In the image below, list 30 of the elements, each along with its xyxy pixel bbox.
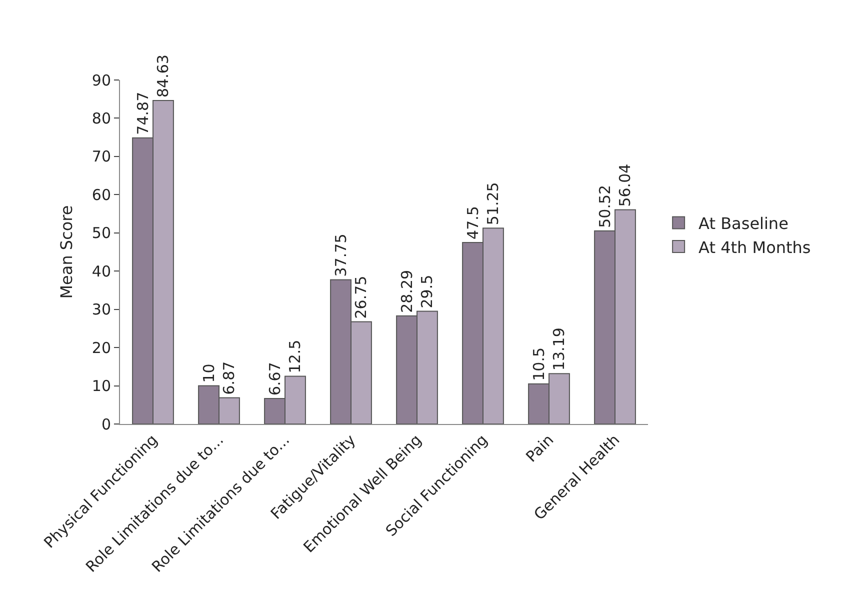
data-label: 84.63 — [154, 54, 172, 98]
data-label: 29.5 — [418, 274, 436, 308]
data-label: 37.75 — [332, 234, 350, 277]
y-tick-label: 60 — [92, 186, 111, 204]
y-tick-label: 30 — [92, 300, 111, 319]
data-label: 6.67 — [266, 362, 284, 396]
data-label: 50.52 — [596, 184, 614, 228]
data-label: 10.5 — [530, 347, 548, 381]
y-tick-label: 40 — [92, 262, 111, 280]
data-label: 56.04 — [616, 164, 634, 207]
y-tick-label: 90 — [92, 71, 111, 90]
y-tick-label: 70 — [92, 148, 111, 166]
data-label: 12.5 — [286, 340, 304, 374]
y-axis-title: Mean Score — [56, 205, 76, 299]
data-label: 26.75 — [352, 276, 370, 319]
data-label: 10 — [200, 364, 218, 383]
y-tick-label: 80 — [92, 109, 111, 128]
data-label: 51.25 — [484, 182, 502, 226]
data-label: 47.5 — [464, 206, 482, 240]
data-label: 28.29 — [398, 270, 416, 313]
y-tick-label: 10 — [92, 377, 111, 396]
legend-label: At Baseline — [698, 214, 788, 233]
data-label: 6.87 — [220, 361, 238, 395]
data-label: 13.19 — [550, 328, 568, 371]
legend-label: At 4th Months — [698, 238, 811, 257]
y-tick-label: 20 — [92, 338, 111, 357]
data-label: 74.87 — [134, 92, 152, 135]
y-tick-label: 50 — [92, 224, 111, 242]
y-tick-label: 0 — [101, 415, 111, 434]
x-tick-label: Pain — [522, 430, 558, 466]
